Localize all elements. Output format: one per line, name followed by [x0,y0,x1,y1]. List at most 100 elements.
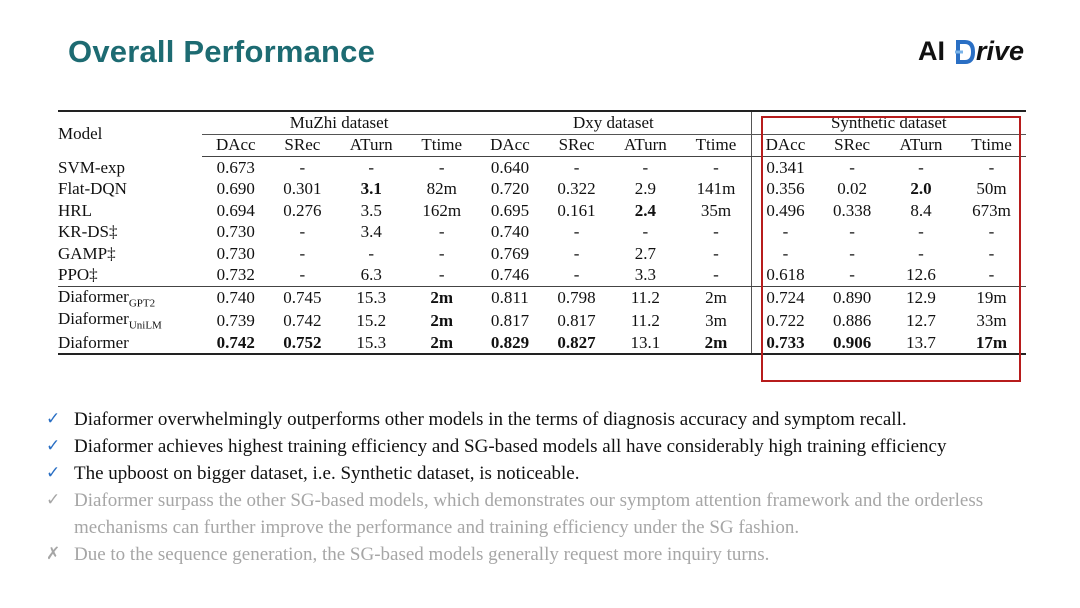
metric-cell: 0.827 [543,331,610,356]
check-icon: ✓ [46,436,61,456]
metric-cell: - [573,243,580,263]
metric-cell: 0.720 [490,179,530,199]
metric-cell: 3m [705,310,727,330]
metric-cell: 33m [976,310,1007,330]
finding-text: The upboost on bigger dataset, i.e. Synt… [74,463,580,484]
metric-cell: 0.694 [216,200,255,220]
model-variant: UniLM [128,319,162,332]
metric-cell: 2.0 [910,179,932,199]
model-name: PPO‡ [58,265,98,285]
metric-header: Ttime [407,134,477,157]
metric-cell: 35m [700,200,732,220]
metric-cell: 8.4 [910,200,932,220]
metric-cell: 11.2 [630,310,660,330]
finding-text: Due to the sequence generation, the SG-b… [74,544,770,565]
table-row: HRL 0.694 0.276 3.5 162m 0.695 0.161 2.4 35m 0.49… [58,200,1026,222]
metric-cell: - [849,222,855,242]
findings-list: ✓ Diaformer overwhelmingly outperforms o… [46,406,1070,568]
metric-cell: 0.829 [476,331,544,356]
model-name-cell: HRL [58,200,202,222]
metric-cell: - [918,222,924,242]
finding-text: Diaformer achieves highest training effi… [74,436,947,457]
model-name-cell: SVM-exp [58,157,202,179]
cross-icon: ✗ [46,544,61,564]
metric-cell: - [681,264,752,287]
model-name-cell: DiaformerGPT2 [58,287,202,309]
table-group-header-row: Model MuZhi dataset Dxy dataset Syntheti… [58,111,1026,143]
metric-cell: - [849,243,855,263]
table-row: Flat-DQN 0.690 0.301 3.1 82m 0.720 0.322 2.9 141… [58,178,1026,200]
metric-cell: 0.301 [283,179,322,199]
metric-cell: 2m [407,331,477,356]
metric-cell: 0.886 [832,310,872,330]
metric-cell: 0.673 [216,157,255,177]
metric-cell: 13.1 [609,331,682,356]
table-metric-header-row: DAcc SRec ATurn Ttime DAcc SRec ATurn Tt… [58,134,1026,157]
metric-cell: - [573,222,580,242]
metric-header: ATurn [335,134,408,157]
metric-cell: - [750,243,820,265]
metric-cell: - [750,221,820,243]
table-row: GAMP‡ 0.730 - - - 0.769 - 2.7 - - - - - [58,243,1026,265]
model-name-cell: KR-DS‡ [58,222,202,244]
metric-cell: 12.6 [884,264,957,287]
metric-header: Ttime [957,134,1026,157]
finding-item: ✓ The upboost on bigger dataset, i.e. Sy… [46,460,1070,487]
metric-cell: 0.618 [750,264,820,287]
metric-cell: 0.817 [490,310,530,330]
model-header: Model [58,124,103,144]
metric-cell: 2.9 [634,179,656,199]
metric-cell: - [713,222,719,242]
finding-text: Diaformer surpass the other SG-based mod… [74,490,984,538]
metric-cell: 3.4 [360,222,382,242]
metric-cell: 0.722 [750,309,820,332]
metric-cell: - [918,243,924,263]
metric-cell: - [438,222,445,242]
metric-cell: 0.690 [216,179,255,199]
metric-cell: 11.2 [630,288,660,308]
metric-header: Ttime [681,134,752,157]
metric-cell: 0.742 [283,310,322,330]
metric-cell: 0.724 [750,286,820,310]
metric-cell: 3.5 [360,200,382,220]
metric-header: DAcc [476,134,544,157]
metric-cell: 3.3 [609,264,682,287]
metric-header: DAcc [202,134,270,157]
metric-cell: 2m [430,288,454,308]
metric-cell: 0.02 [837,179,867,199]
group-header-muzhi: MuZhi dataset [202,111,477,135]
metric-cell: 19m [976,288,1007,308]
metric-cell: 0.798 [557,288,596,308]
metric-cell: - [299,243,306,263]
metric-header: SRec [269,134,336,157]
logo-ai-text: AI [918,36,945,66]
metric-cell: - [438,157,445,177]
table-row: DiaformerUniLM 0.739 0.742 15.2 2m 0.817 0.817… [58,309,1026,332]
metric-cell: 0.740 [216,288,255,308]
metric-cell: 0.890 [832,288,872,308]
model-name-cell: Diaformer [58,331,202,356]
metric-cell: 2.4 [634,200,656,220]
metric-cell: 0.730 [216,243,255,263]
metric-cell: 0.745 [283,288,322,308]
metric-cell: 2.7 [634,243,656,263]
metric-header: DAcc [750,134,820,157]
model-name: Flat-DQN [58,179,127,199]
metric-cell: 0.742 [202,331,270,356]
metric-cell: - [988,222,995,242]
finding-item: ✓ Diaformer surpass the other SG-based m… [46,487,1070,541]
group-header-dxy: Dxy dataset [476,111,752,135]
metric-cell: 0.732 [202,264,270,287]
metric-cell: - [642,222,649,242]
model-name: KR-DS‡ [58,222,118,242]
metric-cell: 2m [681,331,752,356]
metric-cell: 6.3 [335,264,408,287]
table-row: SVM-exp 0.673 - - - 0.640 - - - 0.341 - - - [58,156,1026,179]
metric-cell: 0.817 [557,310,596,330]
metric-cell: - [957,264,1026,287]
check-icon: ✓ [46,409,61,429]
metric-cell: - [988,157,995,177]
finding-text: Diaformer overwhelmingly outperforms oth… [74,409,907,430]
metric-cell: - [918,157,924,177]
finding-item: ✓ Diaformer achieves highest training ef… [46,433,1070,460]
